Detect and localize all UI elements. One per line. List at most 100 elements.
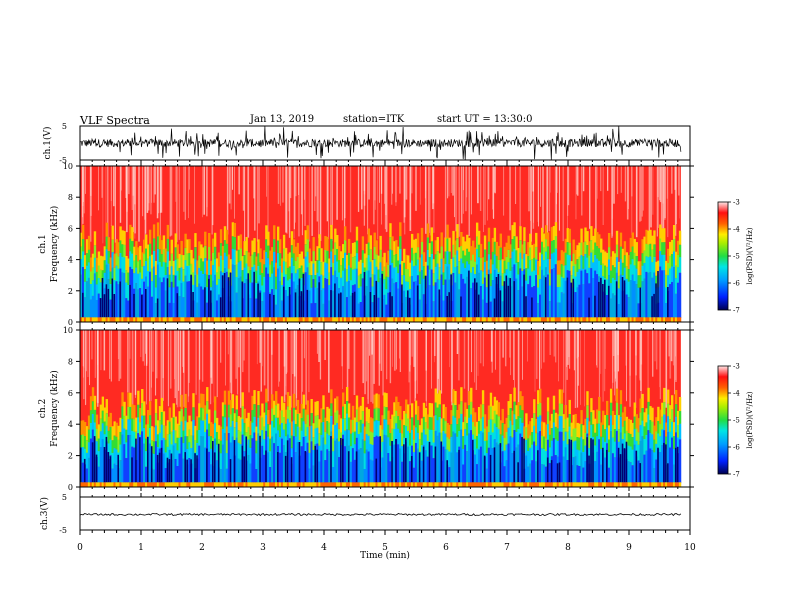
spectrogram-ch2-high-freq-streak <box>612 330 614 383</box>
spectrogram-ch1-green-band <box>663 242 666 255</box>
spectrogram-ch1-dark-streak <box>505 275 508 318</box>
spectrogram-ch1-green-band <box>170 253 173 267</box>
spectrogram-ch1-yellow-band <box>592 235 595 250</box>
spectrogram-ch1-dark-streak <box>655 283 657 318</box>
spectrogram-ch2-high-freq-streak <box>596 330 597 366</box>
spectrogram-ch2-high-freq-streak <box>260 330 262 392</box>
spectrogram-ch1-base-band <box>395 317 398 322</box>
spectrogram-ch2-high-freq-streak <box>188 330 190 397</box>
spectrogram-ch2-yellow-band <box>97 424 101 439</box>
spectrogram-ch1-high-freq-streak <box>326 166 328 222</box>
spectrogram-ch1-base-band <box>535 317 538 322</box>
spectrogram-ch1-high-freq-streak <box>532 166 534 192</box>
spectrogram-ch1-yellow-band <box>503 246 506 261</box>
spectrogram-ch2-yellow-band <box>592 410 595 425</box>
spectrogram-ch2-cyan-band <box>306 427 309 443</box>
spectrogram-ch2-cyan-band <box>576 449 579 466</box>
spectrogram-ch1-green-band <box>164 262 168 275</box>
spectrogram-ch1-base-band <box>676 317 680 322</box>
spectrogram-ch2-green-band <box>422 416 426 430</box>
spectrogram-ch1-yellow-band <box>146 244 150 259</box>
spectrogram-ch2-yellow-band <box>523 426 526 441</box>
spectrogram-ch1-dark-streak <box>424 275 427 318</box>
spectrogram-ch1-base-band <box>468 317 471 322</box>
spectrogram-ch2-cyan-band <box>448 451 451 468</box>
spectrogram-ch2-green-band <box>298 427 302 441</box>
spectrogram-ch2-green-band <box>458 418 461 432</box>
spectrogram-ch1-green-band <box>454 254 457 268</box>
spectrogram-ch1-high-freq-streak <box>635 166 638 238</box>
spectrogram-ch2-green-band <box>607 439 611 453</box>
spectrogram-ch1-dark-streak <box>221 275 224 318</box>
spectrogram-ch1-blue-band <box>669 284 672 319</box>
spectrogram-ch1-yellow-band <box>397 246 400 261</box>
spectrogram-ch1-cyan-band <box>669 268 672 285</box>
spectrogram-ch1-high-freq-streak <box>176 166 178 243</box>
spectrogram-ch1-green-band <box>345 269 349 282</box>
spectrogram-ch2-yellow-band <box>166 420 170 435</box>
spectrogram-ch1-yellow-band <box>617 261 621 276</box>
spectrogram-ch1-yellow-band <box>217 252 221 267</box>
spectrogram-ch2-green-band <box>158 420 162 433</box>
spectrogram-ch1-high-freq-streak <box>479 166 482 211</box>
spectrogram-ch2-base-band <box>391 482 394 487</box>
spectrogram-ch1-green-band <box>275 276 278 290</box>
spectrogram-ch2-high-freq-streak <box>305 330 307 405</box>
spectrogram-ch1-high-freq-streak <box>318 166 320 239</box>
spectrogram-ch1-green-band <box>511 239 514 252</box>
spectrogram-ch2-high-freq-streak <box>149 330 150 407</box>
spectrogram-ch2-high-freq-streak <box>576 330 579 408</box>
spectrogram-ch1-base-band <box>184 317 187 322</box>
spectrogram-ch1-yellow-band <box>558 260 562 275</box>
spectrogram-ch2-high-freq-streak <box>414 330 416 402</box>
spectrogram-ch1-blue-band <box>154 303 158 319</box>
spectrogram-ch1-cyan-band <box>442 285 445 301</box>
spectrogram-ch2-cyan-band <box>318 445 321 462</box>
spectrogram-ch2-green-band <box>499 434 502 447</box>
spectrogram-ch2-blue-band <box>647 430 650 484</box>
spectrogram-ch1-yellow-band <box>271 247 274 262</box>
spectrogram-ch1-blue-band <box>539 294 542 319</box>
spectrogram-ch2-yellow-band <box>115 422 118 437</box>
spectrogram-ch2-yellow-band <box>535 419 538 434</box>
spectrogram-ch2-cyan-band <box>91 413 95 430</box>
spectrogram-ch1-cyan-band <box>200 270 203 287</box>
spectrogram-ch2-dark-streak <box>355 451 358 483</box>
spectrogram-ch2-blue-band <box>363 469 367 484</box>
spectrogram-ch2-green-band <box>135 431 138 445</box>
spectrogram-ch2-blue-band <box>249 463 252 484</box>
spectrogram-ch2-green-band <box>345 401 349 414</box>
spectrogram-ch2-base-band <box>241 482 244 487</box>
spectrogram-ch2-dark-streak <box>259 435 261 483</box>
spectrogram-ch1-dark-streak <box>351 292 354 318</box>
spectrogram-ch1-blue-band <box>139 288 142 319</box>
spectrogram-ch2-yellow-band <box>369 417 372 432</box>
spectrogram-ch2-base-band <box>466 482 469 487</box>
spectrogram-ch1-base-band <box>154 317 158 322</box>
spectrogram-ch2-blue-band <box>533 441 536 484</box>
spectrogram-ch1-cyan-band <box>213 259 217 275</box>
spectrogram-ch2-yellow-band <box>604 415 607 430</box>
spectrogram-ch2-green-band <box>111 440 114 453</box>
spectrogram-ch1-cyan-band <box>280 285 284 301</box>
spectrogram-ch2-cyan-band <box>669 431 672 448</box>
spectrogram-ch2-base-band <box>107 482 110 487</box>
spectrogram-ch2-blue-band <box>456 452 459 483</box>
spectrogram-ch2-blue-band <box>353 459 357 484</box>
spectrogram-ch2-high-freq-streak <box>169 330 172 389</box>
spectrogram-ch1-base-band <box>546 317 550 322</box>
spectrogram-ch2-blue-band <box>525 455 528 484</box>
spectrogram-ch2-high-freq-streak <box>580 330 581 405</box>
spectrogram-ch2-yellow-band <box>306 400 309 415</box>
spectrogram-ch2-cyan-band <box>493 423 497 440</box>
spectrogram-ch1-cyan-band <box>371 286 374 303</box>
spectrogram-ch2-base-band <box>401 482 404 487</box>
spectrogram-ch1-blue-band <box>237 278 240 319</box>
spectrogram-ch1-base-band <box>548 317 552 322</box>
spectrogram-ch1-green-band <box>529 247 532 261</box>
spectrogram-ch2-base-band <box>477 482 481 487</box>
spectrogram-ch1-green-band <box>137 261 140 274</box>
spectrogram-ch1-green-band <box>318 248 321 261</box>
spectrogram-ch1-blue-band <box>109 299 112 319</box>
spectrogram-ch1-cyan-band <box>174 259 177 276</box>
